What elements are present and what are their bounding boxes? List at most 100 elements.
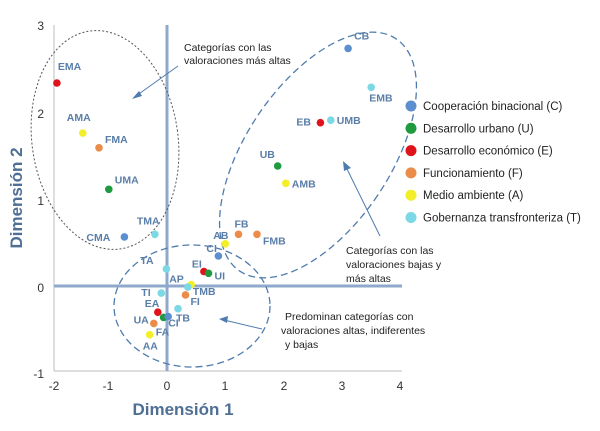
point-fi	[181, 291, 190, 299]
point-label: TB	[176, 313, 190, 325]
arrow-line	[223, 319, 263, 330]
annotation-line: valoraciones bajas y	[346, 259, 442, 271]
point-eb	[316, 118, 325, 127]
point-tb	[174, 304, 182, 313]
cluster-ellipses	[30, 30, 418, 368]
y-tick-label: -1	[33, 367, 44, 381]
x-tick-label: -1	[103, 379, 114, 393]
legend-label: Medio ambiente (A)	[423, 190, 524, 202]
point-label: TA	[140, 255, 154, 267]
annotation-line: Predominan categorías con	[285, 311, 414, 323]
point-label: TMB	[193, 286, 216, 298]
legend-label: Cooperación binacional (C)	[423, 101, 563, 113]
mixed-values-ellipse	[113, 244, 271, 368]
point-label: EI	[192, 259, 202, 271]
y-tick-label: 1	[37, 194, 44, 208]
legend-marker	[405, 100, 417, 112]
point-ta	[162, 265, 171, 273]
point-label: FB	[235, 218, 249, 230]
annotation-line: valoraciones más altas	[184, 55, 291, 67]
x-tick-label: 0	[164, 379, 171, 393]
point-label: EMB	[369, 92, 393, 104]
point-label: FI	[191, 296, 200, 308]
point-label: EMA	[58, 61, 82, 73]
point-label: AP	[169, 274, 184, 286]
legend-label: Gobernanza transfronteriza (T)	[423, 213, 581, 225]
x-tick-label: -2	[49, 379, 60, 393]
legend-label: Desarrollo urbano (U)	[423, 123, 534, 135]
y-tick-label: 2	[37, 107, 44, 121]
annotation-line: valoraciones altas, indiferentes	[281, 325, 425, 337]
point-tmb	[184, 283, 192, 291]
point-umb	[327, 116, 335, 124]
annotations: Categorías con las valoraciones más alta…	[184, 42, 442, 351]
y-axis-title: Dimensión 2	[7, 147, 26, 248]
point-ema	[53, 79, 61, 87]
low-high-values-ellipse	[218, 31, 418, 279]
point-ab	[221, 240, 230, 248]
annotation-line: Categorías con las	[184, 42, 272, 54]
point-label: FMB	[263, 235, 286, 247]
point-label: EA	[145, 298, 160, 310]
point-cma	[120, 233, 129, 241]
x-tick-labels: -2 -1 0 1 2 3 4	[49, 379, 404, 393]
point-label: CI	[168, 318, 179, 330]
point-fb	[234, 230, 243, 239]
point-label: UI	[215, 270, 226, 282]
annotation-line: Categorías con las	[346, 245, 434, 257]
point-label: TI	[141, 287, 150, 299]
y-tick-labels: 3 2 1 0 -1	[33, 19, 44, 381]
arrowhead	[343, 161, 351, 171]
point-label: FMA	[105, 134, 128, 146]
x-axis-title: Dimensión 1	[132, 400, 233, 419]
arrow-line	[135, 65, 179, 97]
point-fma	[95, 144, 103, 152]
point-label: UB	[260, 149, 276, 161]
point-ci	[164, 312, 172, 321]
point-label: FA	[156, 326, 170, 338]
point-aa	[145, 330, 154, 339]
point-ti	[157, 289, 166, 297]
point-ui	[204, 269, 213, 278]
point-amb	[282, 179, 290, 188]
y-tick-label: 3	[37, 19, 44, 33]
annotation-line: más altas	[346, 273, 391, 285]
legend-marker	[405, 145, 417, 157]
point-label: AA	[143, 341, 159, 353]
point-label: UMA	[115, 174, 139, 186]
point-label: CMA	[86, 232, 110, 244]
legend-label: Desarrollo económico (E)	[423, 146, 553, 158]
point-ama	[79, 129, 87, 137]
point-label: EB	[296, 117, 311, 129]
legend-label: Funcionamiento (F)	[423, 168, 523, 180]
point-label: CB	[354, 30, 370, 42]
point-ci	[214, 252, 223, 260]
x-tick-label: 3	[339, 379, 346, 393]
point-label: CI	[206, 243, 217, 255]
x-tick-label: 1	[222, 379, 229, 393]
point-ea	[154, 308, 162, 317]
point-fa	[150, 319, 158, 328]
arrowhead	[132, 91, 142, 99]
point-label: AMA	[67, 112, 91, 124]
point-fmb	[253, 230, 261, 239]
point-tma	[151, 230, 159, 239]
arrow-line	[345, 166, 381, 237]
legend: Cooperación binacional (C) Desarrollo urb…	[405, 100, 581, 225]
legend-marker	[405, 122, 417, 134]
point-ub	[273, 162, 282, 170]
point-label: AMB	[292, 178, 316, 190]
data-points	[53, 44, 376, 339]
point-emb	[367, 83, 376, 92]
annotation-arrows	[132, 65, 381, 330]
legend-marker	[405, 189, 417, 201]
annotation-line: y bajas	[285, 339, 318, 351]
point-label: TMA	[137, 215, 160, 227]
point-uma	[105, 185, 113, 194]
legend-marker	[405, 212, 417, 223]
y-tick-label: 0	[37, 281, 44, 295]
x-tick-label: 2	[281, 379, 288, 393]
point-cb	[344, 44, 352, 53]
